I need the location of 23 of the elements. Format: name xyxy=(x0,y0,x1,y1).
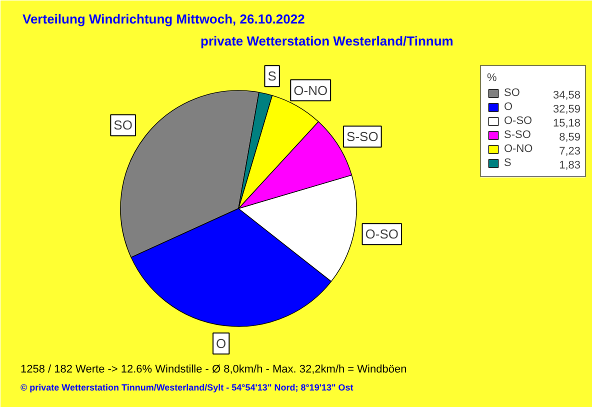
slice-label: S-SO xyxy=(346,129,378,144)
slice-label: O-NO xyxy=(294,82,328,98)
data-label: 15,18 xyxy=(552,118,581,130)
slice-label: O xyxy=(216,336,226,352)
data-label: 8,59 xyxy=(559,132,581,144)
slice-label: S xyxy=(268,68,277,84)
legend-label: S xyxy=(504,157,512,169)
slice-label: SO xyxy=(114,118,132,133)
text: © private Wetterstation Tinnum/Westerland/Sylt - 54°54'13" Nord; 8°19'13" Ost xyxy=(20,382,354,392)
legend-label: O-SO xyxy=(504,115,532,127)
data-label: 32,59 xyxy=(552,104,581,116)
data-label: 1,83 xyxy=(559,160,581,172)
chart-title: Verteilung Windrichtung Mittwoch, 26.10.2022 xyxy=(22,12,305,26)
data-label: 34,58 xyxy=(552,90,581,102)
legend-title: % xyxy=(487,72,498,84)
chart-subtitle: private Wetterstation Westerland/Tinnum xyxy=(200,34,454,48)
legend-label: O-NO xyxy=(504,143,533,155)
legend-label: SO xyxy=(504,87,520,99)
slice-label: O-SO xyxy=(365,226,399,242)
text: 1258 / 182 Werte -> 12.6% Windstille - Ø 8,0km/h - Max. 32,2km/h = Windböen xyxy=(20,364,407,376)
data-label: 7,23 xyxy=(559,146,581,158)
legend-label: O xyxy=(504,101,513,113)
legend-label: S-SO xyxy=(504,129,531,141)
